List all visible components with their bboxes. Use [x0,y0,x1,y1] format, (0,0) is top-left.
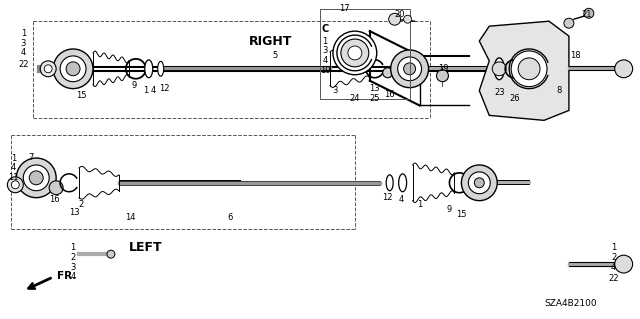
Text: 11: 11 [8,173,19,182]
Text: 16: 16 [385,90,395,99]
Circle shape [341,39,369,67]
Circle shape [40,61,56,77]
Text: 18: 18 [571,51,581,60]
Circle shape [614,255,632,273]
Text: 4: 4 [151,86,156,95]
Text: 23: 23 [494,88,504,97]
Circle shape [8,177,23,193]
Circle shape [66,62,80,76]
Circle shape [12,181,19,189]
Circle shape [584,8,594,18]
Circle shape [614,60,632,78]
Text: 26: 26 [510,94,520,103]
Text: 16: 16 [49,195,60,204]
Circle shape [348,46,362,60]
Circle shape [404,15,412,23]
Text: LEFT: LEFT [129,241,163,254]
Circle shape [564,18,574,28]
Circle shape [29,171,44,185]
Ellipse shape [157,61,164,76]
Circle shape [388,13,401,25]
Text: SZA4B2100: SZA4B2100 [544,299,596,308]
Text: 1: 1 [11,153,16,162]
Circle shape [492,62,506,76]
Text: 9: 9 [131,81,136,90]
Polygon shape [479,21,569,120]
Text: 6: 6 [228,213,233,222]
Text: 20: 20 [394,10,405,19]
Text: 4: 4 [70,272,76,281]
Text: RIGHT: RIGHT [248,34,292,48]
Circle shape [397,57,422,81]
Text: 2: 2 [611,253,616,262]
Circle shape [333,31,377,75]
Text: 4: 4 [11,163,16,173]
Text: 4: 4 [20,48,26,57]
Text: 22: 22 [609,274,619,284]
Text: FR.: FR. [57,271,77,281]
Text: 15: 15 [76,91,86,100]
Circle shape [390,50,429,88]
Text: 1: 1 [611,243,616,252]
Circle shape [468,172,490,194]
Text: 3: 3 [332,86,338,95]
Text: 13: 13 [68,208,79,217]
Text: 1: 1 [417,200,422,209]
Circle shape [17,158,56,198]
Text: 8: 8 [556,86,562,95]
Circle shape [49,181,63,195]
Text: 12: 12 [159,84,170,93]
Bar [320,9,410,99]
Ellipse shape [145,60,153,78]
Text: 1: 1 [20,29,26,38]
Text: 3: 3 [70,263,76,271]
Circle shape [107,250,115,258]
Text: 9: 9 [447,205,452,214]
Ellipse shape [386,175,393,191]
Text: 24: 24 [349,94,360,103]
Text: 4: 4 [323,56,328,65]
Text: 13: 13 [369,84,380,93]
Circle shape [53,49,93,89]
Circle shape [404,63,415,75]
Circle shape [23,165,49,191]
Text: 15: 15 [456,210,467,219]
Text: 1: 1 [323,37,328,46]
Text: 12: 12 [383,193,393,202]
Text: 4: 4 [399,195,404,204]
Text: C: C [321,24,328,34]
Text: 22: 22 [18,60,29,69]
Text: 3: 3 [323,47,328,56]
Text: 5: 5 [273,51,278,60]
Text: 7: 7 [29,152,34,161]
Text: 1: 1 [143,86,148,95]
Text: 25: 25 [369,94,380,103]
Circle shape [383,68,393,78]
Circle shape [44,65,52,73]
Text: 14: 14 [125,213,136,222]
Circle shape [474,178,484,188]
Text: 2: 2 [79,200,84,209]
Text: 4: 4 [611,263,616,271]
Circle shape [436,70,449,82]
Text: 17: 17 [340,4,350,13]
Circle shape [461,165,497,201]
Text: 21: 21 [582,10,592,19]
Circle shape [518,58,540,80]
Text: 1: 1 [70,243,76,252]
Text: 19: 19 [438,64,449,73]
Text: 3: 3 [20,39,26,48]
Ellipse shape [399,174,406,192]
Circle shape [511,51,547,87]
Text: 10: 10 [320,66,330,75]
Circle shape [60,56,86,82]
Text: 2: 2 [70,253,76,262]
Ellipse shape [494,58,504,80]
